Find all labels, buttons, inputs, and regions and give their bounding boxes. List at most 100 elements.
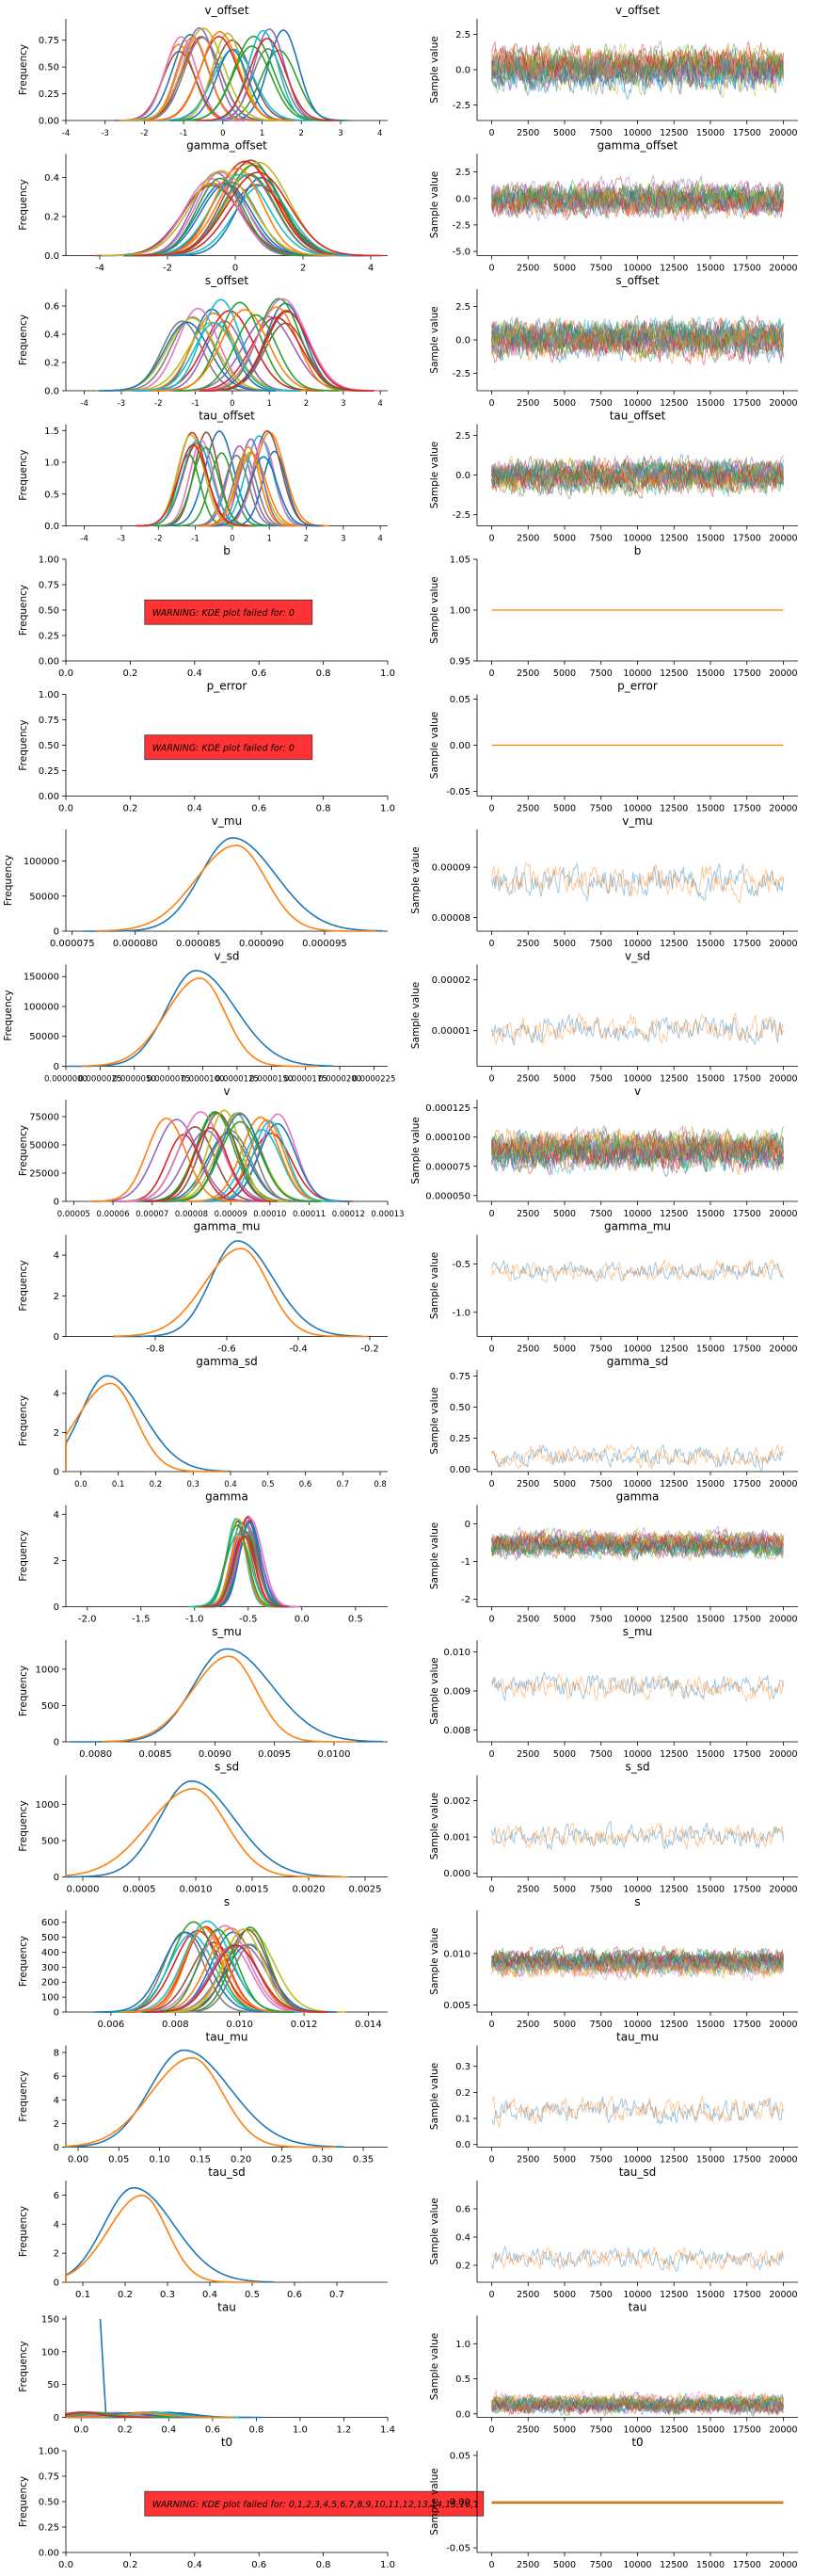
trace-panel-s: s Sample value 0 2500 5000 7500 10000 12500 1500… — [429, 1895, 798, 2030]
trace-s-xtick-label: 17500 — [733, 2020, 761, 2030]
trace-s_mu-title: s_mu — [623, 1625, 653, 1638]
trace-p_error-xtick-label: 17500 — [733, 804, 761, 814]
kde-v-xtick-label: 0.00010 — [253, 1210, 286, 1219]
kde-t0-ytick-label: 1.00 — [39, 2447, 59, 2457]
trace-s_sd-xtick-label: 0 — [488, 1885, 494, 1895]
kde-v-xtick-label: 0.00013 — [371, 1210, 404, 1219]
trace-v_offset-ytick-label: 2.5 — [455, 30, 470, 40]
kde-series-line — [129, 1924, 321, 2013]
kde-gamma_offset-title: gamma_offset — [186, 139, 267, 153]
trace-s_sd-xtick-label: 10000 — [623, 1885, 651, 1895]
trace-gamma-xtick-label: 20000 — [769, 1615, 797, 1625]
kde-panel-gamma: gamma Frequency -2.0 -1.5 -1.0 -0.5 0.0 0.5 0 2 4 — [18, 1490, 388, 1625]
trace-gamma_mu-ytick-label: -1.0 — [452, 1308, 470, 1318]
trace-v_sd-xtick-label: 2500 — [517, 1074, 539, 1085]
kde-series-line — [122, 27, 284, 121]
trace-gamma_mu-xtick-label: 0 — [488, 1344, 494, 1355]
kde-v_sd-xtick-label: 0.0000025 — [78, 1075, 121, 1085]
kde-v_sd-ytick-label: 100000 — [24, 1002, 59, 1012]
kde-series-line — [127, 177, 313, 257]
kde-tau_offset-xtick-label: -4 — [80, 535, 88, 544]
kde-v_offset-ylabel: Frequency — [18, 44, 29, 95]
trace-tau_sd-ytick-label: 0.2 — [455, 2262, 470, 2272]
kde-series-line — [81, 977, 319, 1068]
row-gamma_sd: gamma_sd Frequency 0.0 0.1 0.2 0.3 0.4 0.5 0.6 0.… — [18, 1355, 798, 1489]
kde-series-line — [132, 321, 298, 392]
kde-p_error-xtick-label: 0.6 — [251, 804, 266, 814]
trace-series-line — [491, 457, 784, 490]
kde-t0-xtick-label: 0.8 — [316, 2560, 331, 2570]
trace-p_error-xtick-label: 2500 — [517, 804, 539, 814]
kde-tau_sd-ylabel: Frequency — [18, 2206, 29, 2257]
kde-t0-ytick-label: 0.25 — [39, 2523, 59, 2534]
trace-panel-s_mu: s_mu Sample value 0 2500 5000 7500 10000 12500 1… — [429, 1625, 798, 1760]
kde-v_offset-xtick-label: 1 — [260, 129, 264, 138]
trace-tau-xtick-label: 0 — [488, 2425, 494, 2436]
kde-tau-ytick-label: 50 — [47, 2380, 59, 2391]
kde-gamma_sd-xtick-label: 0.8 — [374, 1480, 387, 1489]
kde-v_sd-xtick-label: 0.0000225 — [352, 1075, 395, 1085]
trace-tau_mu-ytick-label: 0.2 — [455, 2088, 470, 2099]
trace-s-xtick-label: 0 — [488, 2020, 494, 2030]
trace-series-line — [491, 2245, 784, 2273]
trace-panel-tau_sd: tau_sd Sample value 0 2500 5000 7500 10000 1250… — [429, 2165, 798, 2300]
kde-s-xtick-label: 0.012 — [291, 2020, 318, 2030]
trace-tau_offset-xtick-label: 5000 — [553, 534, 576, 544]
trace-tau_mu-xtick-label: 2500 — [517, 2155, 539, 2165]
trace-v_offset-ylabel: Sample value — [429, 36, 440, 103]
trace-s_offset-ytick-label: -2.5 — [452, 369, 470, 379]
kde-series-line — [141, 164, 365, 257]
trace-series-line — [491, 1820, 784, 1850]
trace-tau-xtick-label: 17500 — [733, 2425, 761, 2436]
kde-tau_mu-xtick-label: 0.15 — [190, 2155, 211, 2165]
trace-b-xtick-label: 10000 — [623, 668, 651, 679]
trace-s_offset-xtick-label: 2500 — [517, 398, 539, 409]
trace-gamma_offset-ytick-label: 0.0 — [455, 194, 470, 204]
trace-v_sd-xtick-label: 15000 — [696, 1074, 725, 1085]
kde-gamma_mu-ytick-label: 0 — [54, 1332, 59, 1343]
kde-panel-p_error: p_error Frequency 0.0 0.2 0.4 0.6 0.8 1.0 0.00 0.… — [18, 680, 395, 814]
trace-gamma_offset-xtick-label: 20000 — [769, 264, 797, 274]
kde-s_offset-xtick-label: 1 — [266, 399, 271, 409]
trace-gamma_sd-xtick-label: 7500 — [590, 1479, 613, 1489]
trace-gamma_sd-xtick-label: 15000 — [696, 1479, 725, 1489]
trace-s_mu-ytick-label: 0.010 — [443, 1648, 470, 1658]
trace-s_mu-xtick-label: 15000 — [696, 1749, 725, 1760]
kde-series-line — [130, 37, 275, 121]
trace-s_sd-xtick-label: 12500 — [660, 1885, 688, 1895]
trace-panel-v: v Sample value 0 2500 5000 7500 10000 12500 1500… — [410, 1085, 798, 1219]
trace-s_sd-ytick-label: 0.000 — [443, 1869, 470, 1879]
trace-panel-v_mu: v_mu Sample value 0 2500 5000 7500 10000 12500 1… — [410, 814, 798, 949]
kde-v_offset-ytick-label: 0.00 — [39, 117, 59, 127]
kde-tau_sd-ytick-label: 4 — [54, 2220, 59, 2230]
trace-panel-t0: t0 Sample value 0 2500 5000 7500 10000 12500 150… — [429, 2436, 798, 2570]
trace-gamma_offset-xtick-label: 0 — [488, 264, 494, 274]
kde-v_mu-title: v_mu — [212, 814, 242, 828]
kde-s_offset-ylabel: Frequency — [18, 314, 29, 365]
kde-tau_sd-xtick-label: 0.6 — [287, 2290, 302, 2300]
kde-gamma_offset-xtick-label: 2 — [300, 264, 306, 274]
kde-gamma_mu-ytick-label: 4 — [54, 1251, 59, 1262]
kde-tau_sd-title: tau_sd — [208, 2165, 246, 2179]
trace-v-xtick-label: 15000 — [696, 1209, 725, 1219]
kde-tau_offset-ytick-label: 1.0 — [44, 459, 59, 469]
trace-s_mu-ylabel: Sample value — [429, 1657, 440, 1724]
trace-tau_sd-xtick-label: 17500 — [733, 2290, 761, 2300]
trace-gamma-xtick-label: 7500 — [590, 1615, 613, 1625]
kde-series-line — [201, 445, 295, 527]
kde-v_offset-ytick-label: 0.25 — [39, 89, 59, 100]
trace-t0-xtick-label: 12500 — [660, 2560, 688, 2570]
kde-gamma_sd-ylabel: Frequency — [18, 1395, 29, 1446]
trace-series-line — [491, 1011, 784, 1045]
kde-series-line — [222, 29, 344, 121]
kde-v_sd-ytick-label: 150000 — [24, 973, 59, 983]
trace-tau-title: tau — [629, 2301, 647, 2314]
trace-series-line — [491, 1821, 784, 1850]
kde-series-line — [206, 438, 295, 527]
kde-tau_mu-xtick-label: 0.25 — [271, 2155, 292, 2165]
kde-s_mu-xtick-label: 0.0090 — [199, 1749, 231, 1760]
trace-s-xtick-label: 12500 — [660, 2020, 688, 2030]
trace-gamma-ytick-label: -2 — [461, 1595, 470, 1605]
trace-p_error-xtick-label: 10000 — [623, 804, 651, 814]
kde-series-line — [65, 1787, 348, 1878]
